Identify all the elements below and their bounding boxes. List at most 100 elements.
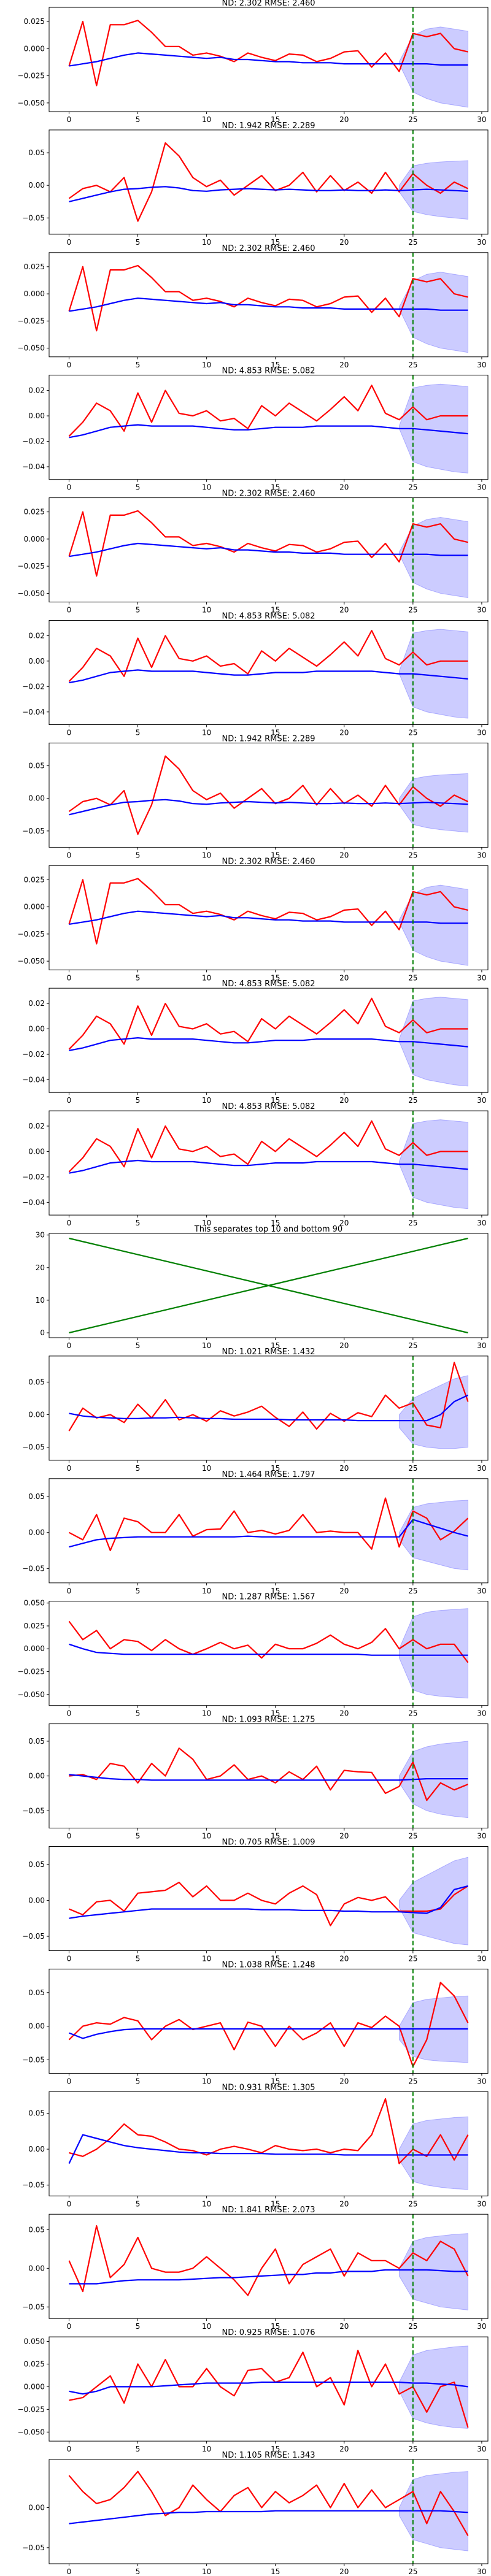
x-tick-label: 30 <box>477 2199 486 2208</box>
series-line-2 <box>69 1237 468 1334</box>
series-line-2 <box>69 1774 468 1781</box>
x-tick-label: 0 <box>67 238 72 247</box>
subplot-6: ND: 4.853 RMSE: 5.082 0 5 10 15 20 25 30 −0.04 −0… <box>22 612 489 737</box>
axes-frame <box>48 865 489 970</box>
x-tick-label: 25 <box>408 2322 417 2331</box>
x-tick-label: 10 <box>202 973 211 982</box>
forecast-interval-band <box>398 272 468 353</box>
subplot-13: ND: 1.464 RMSE: 1.797 0 5 10 15 20 25 30 −0.05 0.… <box>22 1470 489 1595</box>
subplot-title: ND: 2.302 RMSE: 2.460 <box>222 244 315 253</box>
y-tick-label: 30 <box>36 1231 45 1240</box>
subplot-title: This separates top 10 and bottom 90 <box>194 1225 342 1234</box>
x-tick-label: 30 <box>477 1709 486 1718</box>
forecast-interval-band <box>398 1375 468 1449</box>
x-tick-label: 5 <box>136 1587 141 1595</box>
y-tick-label: 0.050 <box>24 1599 45 1608</box>
subplot-9: ND: 4.853 RMSE: 5.082 0 5 10 15 20 25 30 −0.04 −0… <box>22 979 489 1105</box>
y-tick-label: 0.00 <box>28 2145 45 2153</box>
x-tick-label: 15 <box>271 606 280 615</box>
y-tick-label: 0.000 <box>24 1644 45 1653</box>
x-tick-label: 5 <box>136 361 141 369</box>
series-line-2 <box>69 910 468 925</box>
x-tick-label: 30 <box>477 1587 486 1595</box>
x-tick-label: 5 <box>136 1341 141 1350</box>
x-tick-label: 20 <box>339 2445 349 2453</box>
subplot-title: ND: 1.105 RMSE: 1.343 <box>222 2451 315 2460</box>
y-tick-label: −0.050 <box>18 344 45 353</box>
x-tick-label: 25 <box>408 1219 417 1227</box>
x-tick-label: 30 <box>477 1464 486 1473</box>
y-tick-label: −0.02 <box>22 437 45 446</box>
axes-frame <box>48 1355 489 1461</box>
y-tick-label: 0.00 <box>28 1772 45 1781</box>
y-tick-label: 0.00 <box>28 2022 45 2031</box>
y-tick-label: 0.00 <box>28 1025 45 1033</box>
x-tick-label: 10 <box>202 2567 211 2576</box>
y-tick-label: −0.050 <box>18 2428 45 2436</box>
x-tick-label: 5 <box>136 1219 141 1227</box>
y-tick-label: −0.025 <box>18 930 45 938</box>
subplot-title: ND: 1.021 RMSE: 1.432 <box>222 1347 315 1357</box>
subplot-20: ND: 0.925 RMSE: 1.076 0 5 10 15 20 25 30 −0.050 −… <box>18 2328 489 2453</box>
y-tick-label: 0.05 <box>28 2109 45 2117</box>
y-tick-label: 0.025 <box>24 263 45 271</box>
y-tick-label: −0.025 <box>18 2405 45 2413</box>
x-tick-label: 10 <box>202 483 211 492</box>
subplot-16: ND: 0.705 RMSE: 1.009 0 5 10 15 20 25 30 −0.05 0.… <box>22 1838 489 1963</box>
subplot-14: ND: 1.287 RMSE: 1.567 0 5 10 15 20 25 30 −0.050 −… <box>18 1593 489 1718</box>
x-tick-label: 5 <box>136 973 141 982</box>
axes-frame <box>48 2459 489 2564</box>
subplot-title: ND: 0.925 RMSE: 1.076 <box>222 2328 315 2337</box>
subplot-title: ND: 0.705 RMSE: 1.009 <box>222 1838 315 1847</box>
forecast-interval-band <box>398 2345 468 2429</box>
x-tick-label: 0 <box>67 1587 72 1595</box>
x-tick-label: 10 <box>202 606 211 615</box>
x-tick-label: 5 <box>136 2567 141 2576</box>
forecast-interval-band <box>398 516 468 599</box>
x-tick-label: 20 <box>339 2567 349 2576</box>
x-tick-label: 10 <box>202 1096 211 1105</box>
x-tick-label: 10 <box>202 1587 211 1595</box>
series-line-1 <box>68 142 468 222</box>
x-tick-label: 25 <box>408 1832 417 1841</box>
x-tick-label: 0 <box>67 115 72 124</box>
y-tick-label: 0.025 <box>24 508 45 516</box>
x-tick-label: 10 <box>202 1709 211 1718</box>
y-tick-label: 0.00 <box>28 412 45 420</box>
series-line-1 <box>68 1362 469 1432</box>
x-tick-label: 30 <box>477 483 486 492</box>
x-tick-label: 0 <box>67 851 72 859</box>
x-tick-label: 20 <box>339 1832 349 1841</box>
y-tick-label: −0.04 <box>22 462 45 471</box>
series-line-2 <box>69 1885 468 1919</box>
axes-frame <box>48 2091 489 2196</box>
x-tick-label: 20 <box>339 115 349 124</box>
x-tick-label: 15 <box>271 1955 280 1963</box>
series-line-1 <box>68 755 468 835</box>
y-tick-label: 0.025 <box>24 2359 45 2368</box>
y-tick-label: −0.05 <box>22 1806 45 1815</box>
x-tick-label: 15 <box>271 1464 280 1473</box>
x-tick-label: 0 <box>67 1955 72 1963</box>
series-line-1 <box>68 878 468 945</box>
x-tick-label: 30 <box>477 1832 486 1841</box>
forecast-interval-band <box>398 629 468 719</box>
subplot-title: ND: 2.302 RMSE: 2.460 <box>222 489 315 499</box>
x-tick-label: 0 <box>67 606 72 615</box>
x-tick-label: 0 <box>67 1709 72 1718</box>
x-tick-label: 0 <box>67 361 72 369</box>
y-tick-label: −0.050 <box>18 99 45 107</box>
x-tick-label: 15 <box>271 483 280 492</box>
series-line-2 <box>69 799 468 816</box>
x-tick-label: 30 <box>477 115 486 124</box>
x-tick-label: 15 <box>271 1096 280 1105</box>
series-line-2 <box>69 1394 468 1422</box>
forecast-interval-band <box>398 1500 468 1571</box>
x-tick-label: 5 <box>136 115 141 124</box>
series-line-2 <box>69 2028 468 2039</box>
y-tick-label: 0.02 <box>28 999 45 1008</box>
y-tick-label: 0.05 <box>28 2225 45 2234</box>
x-tick-label: 30 <box>477 851 486 859</box>
y-tick-label: −0.025 <box>18 72 45 80</box>
